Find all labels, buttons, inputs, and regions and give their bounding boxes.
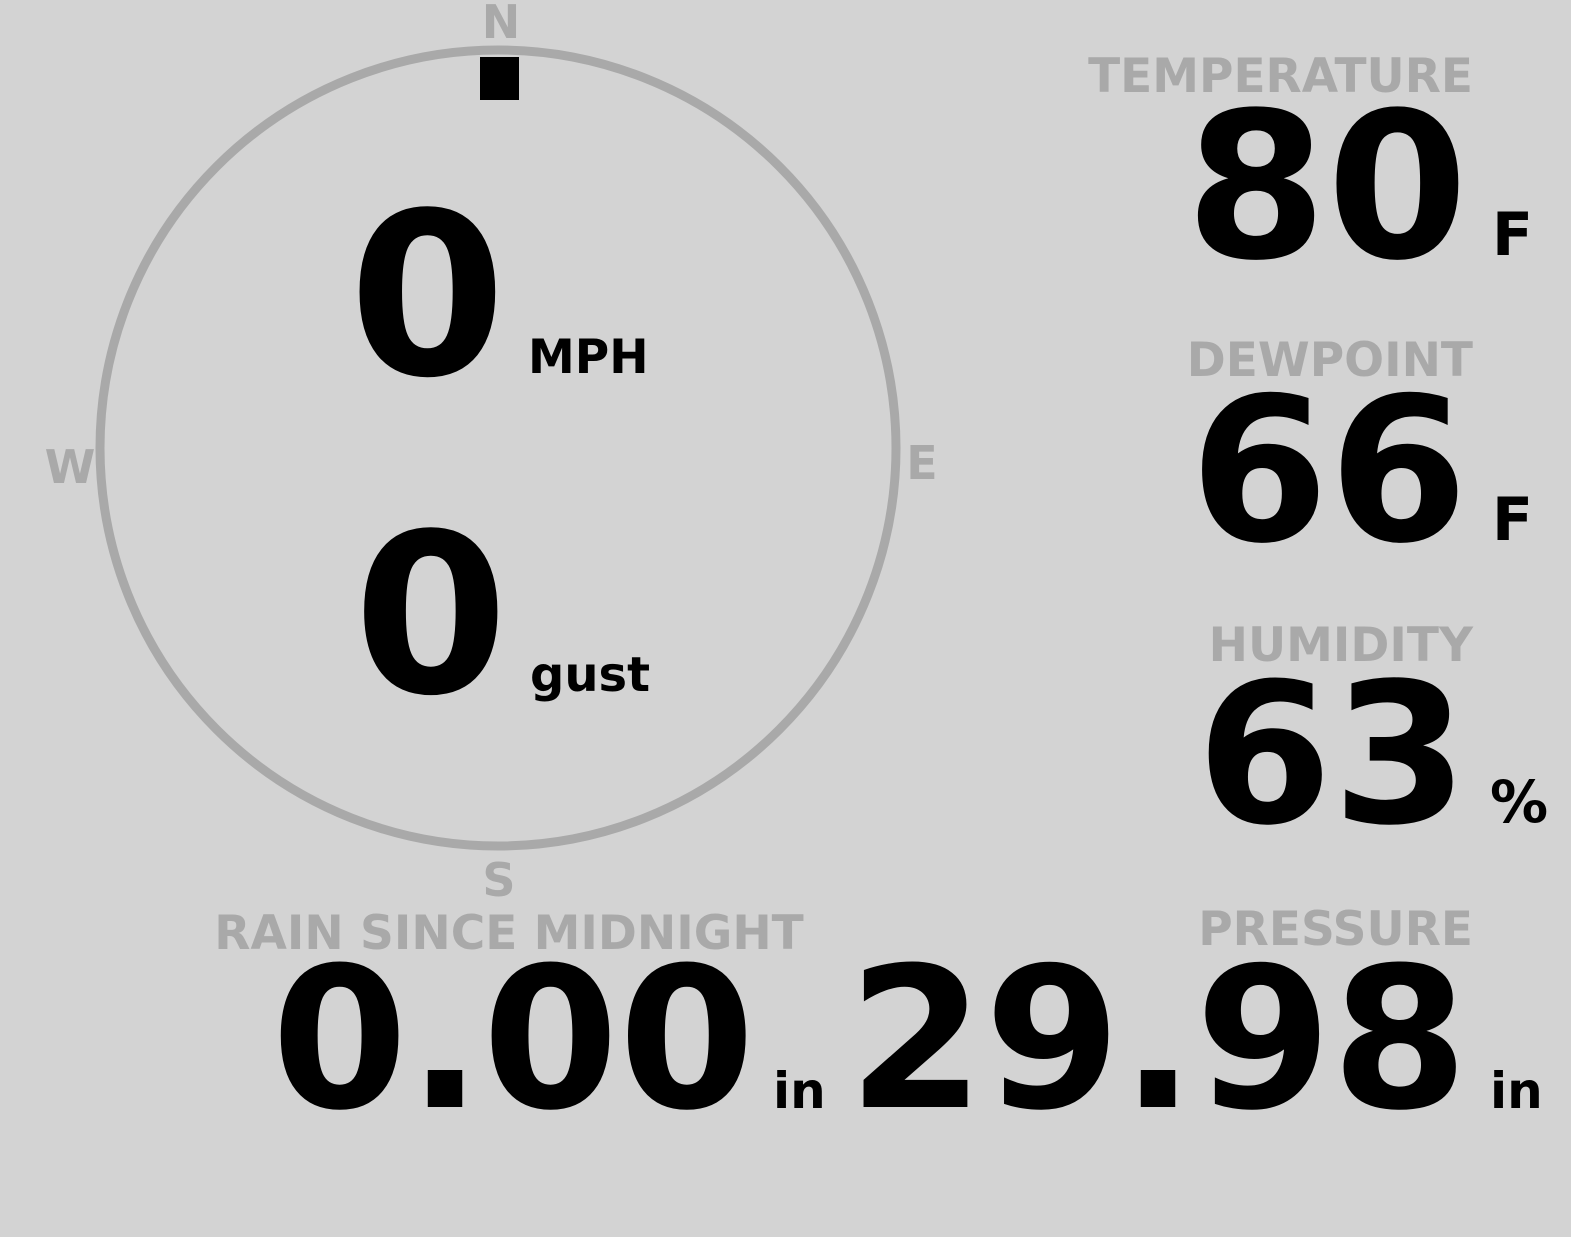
compass-south-label: S — [482, 853, 516, 907]
wind-direction-indicator — [480, 57, 519, 100]
humidity-value: 63 — [1196, 641, 1468, 868]
compass-east-label: E — [906, 436, 938, 490]
dewpoint-unit: F — [1492, 485, 1533, 555]
humidity-label: HUMIDITY — [1208, 618, 1473, 673]
compass-west-label: W — [44, 440, 96, 494]
wind-gust-value: 0 — [353, 487, 508, 745]
temperature-value: 80 — [1185, 69, 1469, 305]
dewpoint-value: 66 — [1189, 355, 1468, 588]
compass-north-label: N — [481, 0, 521, 49]
wind-compass-dial — [95, 45, 901, 851]
rain-value: 0.00 — [271, 926, 755, 1154]
temperature-label: TEMPERATURE — [1088, 49, 1473, 104]
humidity-unit: % — [1490, 768, 1549, 836]
wind-speed-unit: MPH — [528, 330, 649, 385]
rain-label: RAIN SINCE MIDNIGHT — [214, 906, 804, 961]
rain-unit: in — [773, 1062, 826, 1120]
pressure-value: 29.98 — [848, 926, 1468, 1154]
pressure-label: PRESSURE — [1198, 902, 1473, 957]
pressure-unit: in — [1490, 1062, 1543, 1120]
wind-gust-unit: gust — [530, 647, 651, 703]
temperature-unit: F — [1492, 200, 1533, 270]
compass-ring — [95, 45, 901, 851]
dewpoint-label: DEWPOINT — [1186, 333, 1473, 388]
wind-speed-value: 0 — [348, 165, 506, 428]
